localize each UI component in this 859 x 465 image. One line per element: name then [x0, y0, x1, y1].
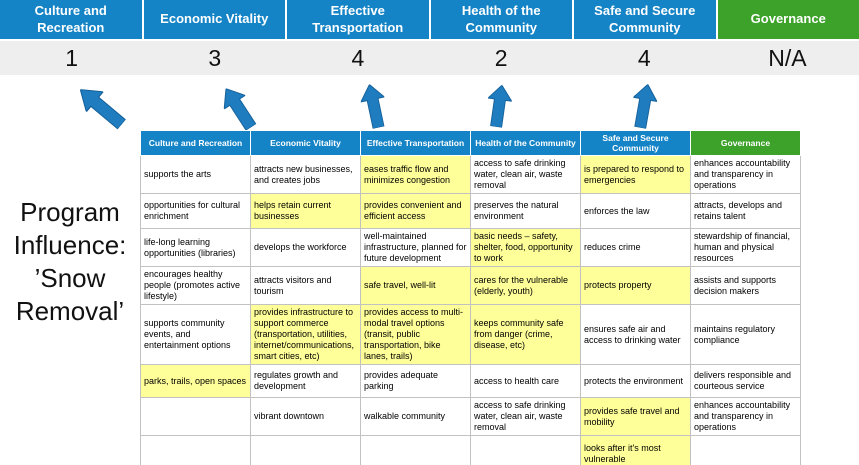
matrix-cell-r8c3 — [360, 435, 471, 465]
matrix-cell-r5c2: provides infrastructure to support comme… — [250, 304, 361, 366]
matrix-cell-r2c5: enforces the law — [580, 193, 691, 230]
matrix-row-5: supports community events, and entertain… — [140, 304, 801, 366]
matrix-cell-r7c5: provides safe travel and mobility — [580, 397, 691, 437]
matrix-row-6: parks, trails, open spaces regulates grow… — [140, 364, 801, 399]
matrix-cell-r4c5: protects property — [580, 266, 691, 306]
matrix-cell-r3c2: develops the workforce — [250, 228, 361, 268]
matrix-cell-r6c2: regulates growth and development — [250, 364, 361, 399]
matrix-cell-r1c5: is prepared to respond to emergencies — [580, 155, 691, 195]
matrix-header-safe-and-secure-community: Safe and Secure Community — [580, 129, 691, 157]
matrix-cell-r4c1: encourages healthy people (promotes acti… — [140, 266, 251, 306]
matrix-table: Culture and Recreation Economic Vitality E… — [140, 129, 801, 465]
matrix-cell-r2c2: helps retain current businesses — [250, 193, 361, 230]
matrix-row-7: vibrant downtown walkable community access… — [140, 397, 801, 437]
matrix-cell-r1c4: access to safe drinking water, clean air… — [470, 155, 581, 195]
matrix-cell-r3c6: stewardship of financial, human and phys… — [690, 228, 801, 268]
summary-header-health-of-the-community: Health of the Community — [430, 0, 572, 39]
matrix-cell-r2c1: opportunities for cultural enrichment — [140, 193, 251, 230]
up-arrow-transportation — [358, 82, 391, 130]
matrix-cell-r3c1: life-long learning opportunities (librar… — [140, 228, 251, 268]
program-influence-title: Program Influence: ’Snow Removal’ — [0, 196, 140, 328]
matrix-cell-r3c4: basic needs – safety, shelter, food, opp… — [470, 228, 581, 268]
matrix-cell-r5c1: supports community events, and entertain… — [140, 304, 251, 366]
matrix-header-health-of-the-community: Health of the Community — [470, 129, 581, 157]
up-arrow-safe — [628, 82, 659, 130]
program-title-line: Program — [20, 197, 120, 227]
summary-header-governance: Governance — [717, 0, 859, 39]
matrix-cell-r7c1 — [140, 397, 251, 437]
matrix-header-economic-vitality: Economic Vitality — [250, 129, 361, 157]
program-title-line: ’Snow — [34, 263, 106, 293]
matrix-cell-r7c2: vibrant downtown — [250, 397, 361, 437]
matrix-row-1: supports the arts attracts new businesses… — [140, 155, 801, 195]
score-governance: N/A — [768, 44, 807, 71]
matrix-cell-r5c6: maintains regulatory compliance — [690, 304, 801, 366]
matrix-cell-r7c6: enhances accountability and transparency… — [690, 397, 801, 437]
score-economic-vitality: 3 — [208, 44, 222, 71]
matrix-header-effective-transportation: Effective Transportation — [360, 129, 471, 157]
matrix-cell-r8c5: looks after it's most vulnerable — [580, 435, 691, 465]
up-arrow-culture — [72, 80, 130, 135]
matrix-cell-r1c6: enhances accountability and transparency… — [690, 155, 801, 195]
matrix-row-2: opportunities for cultural enrichment hel… — [140, 193, 801, 230]
summary-header-effective-transportation: Effective Transportation — [287, 0, 429, 39]
summary-header-economic-vitality: Economic Vitality — [143, 0, 285, 39]
matrix-cell-r8c6 — [690, 435, 801, 465]
summary-header-culture-and-recreation: Culture and Recreation — [0, 0, 142, 39]
matrix-cell-r2c3: provides convenient and efficient access — [360, 193, 471, 230]
matrix-cell-r7c3: walkable community — [360, 397, 471, 437]
matrix-header-governance: Governance — [690, 129, 801, 157]
score-effective-transportation: 4 — [351, 44, 365, 71]
matrix-cell-r6c1: parks, trails, open spaces — [140, 364, 251, 399]
matrix-row-8: looks after it's most vulnerable — [140, 435, 801, 465]
program-title-line: Influence: — [13, 230, 127, 260]
up-arrow-health — [484, 84, 514, 129]
score-safe-and-secure-community: 4 — [637, 44, 651, 71]
matrix-cell-r3c3: well-maintained infrastructure, planned … — [360, 228, 471, 268]
matrix-cell-r1c2: attracts new businesses, and creates job… — [250, 155, 361, 195]
matrix-row-4: encourages healthy people (promotes acti… — [140, 266, 801, 306]
influence-matrix: Culture and Recreation Economic Vitality E… — [140, 129, 801, 465]
matrix-cell-r1c3: eases traffic flow and minimizes congest… — [360, 155, 471, 195]
matrix-cell-r1c1: supports the arts — [140, 155, 251, 195]
matrix-cell-r6c3: provides adequate parking — [360, 364, 471, 399]
matrix-cell-r4c6: assists and supports decision makers — [690, 266, 801, 306]
matrix-cell-r8c2 — [250, 435, 361, 465]
matrix-cell-r6c4: access to health care — [470, 364, 581, 399]
score-health-of-the-community: 2 — [494, 44, 508, 71]
matrix-cell-r2c4: preserves the natural environment — [470, 193, 581, 230]
matrix-cell-r4c3: safe travel, well-lit — [360, 266, 471, 306]
matrix-cell-r4c4: cares for the vulnerable (elderly, youth… — [470, 266, 581, 306]
matrix-cell-r4c2: attracts visitors and tourism — [250, 266, 361, 306]
program-title-line: Removal’ — [15, 296, 125, 326]
matrix-cell-r6c6: delivers responsible and courteous servi… — [690, 364, 801, 399]
matrix-cell-r8c1 — [140, 435, 251, 465]
matrix-cell-r5c3: provides access to multi-modal travel op… — [360, 304, 471, 366]
score-culture-and-recreation: 1 — [65, 44, 78, 71]
summary-banner: Culture and Recreation Economic Vitality E… — [0, 0, 859, 39]
up-arrow-economic — [215, 82, 261, 134]
matrix-cell-r5c4: keeps community safe from danger (crime,… — [470, 304, 581, 366]
matrix-cell-r7c4: access to safe drinking water, clean air… — [470, 397, 581, 437]
matrix-cell-r6c5: protects the environment — [580, 364, 691, 399]
matrix-header-culture-and-recreation: Culture and Recreation — [140, 129, 251, 157]
score-band: 1 3 4 2 4 N/A — [0, 41, 859, 75]
matrix-cell-r2c6: attracts, develops and retains talent — [690, 193, 801, 230]
matrix-cell-r8c4 — [470, 435, 581, 465]
matrix-cell-r5c5: ensures safe air and access to drinking … — [580, 304, 691, 366]
matrix-row-3: life-long learning opportunities (librar… — [140, 228, 801, 268]
summary-header-safe-and-secure-community: Safe and Secure Community — [574, 0, 716, 39]
matrix-cell-r3c5: reduces crime — [580, 228, 691, 268]
